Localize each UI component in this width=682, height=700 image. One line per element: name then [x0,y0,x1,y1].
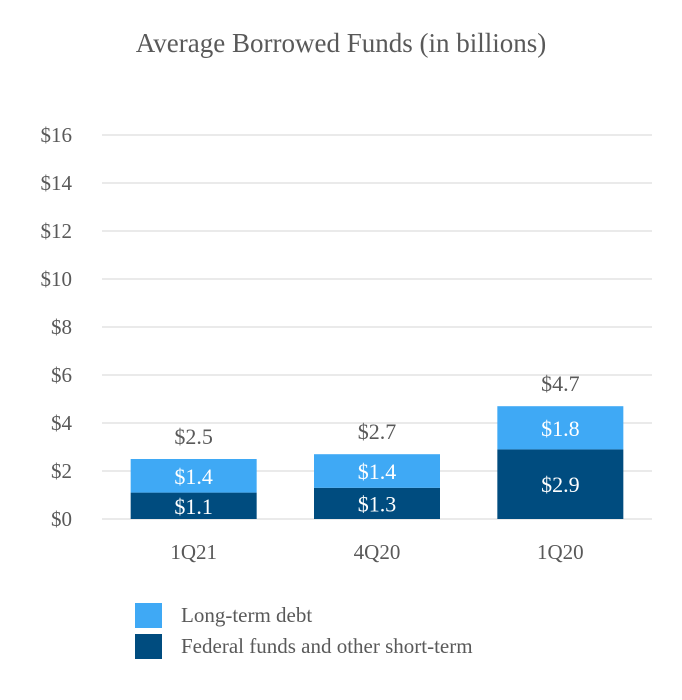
y-tick-label: $16 [41,123,73,147]
y-tick-label: $4 [51,411,73,435]
x-tick-label: 1Q20 [537,540,584,564]
segment-value-label: $1.1 [174,494,213,519]
legend: Long-term debt Federal funds and other s… [135,600,473,662]
legend-swatch-federal-funds [135,634,162,659]
segment-value-label: $2.9 [541,472,580,497]
y-tick-label: $14 [41,171,73,195]
bar-segment [130,459,257,493]
y-tick-label: $10 [41,267,73,291]
total-value-label: $2.5 [174,424,213,449]
segment-value-label: $1.8 [541,416,580,441]
bar-segment [314,487,440,519]
bar-segment [314,454,440,488]
legend-item-long-term-debt: Long-term debt [135,600,473,631]
plot-area: $0 $2 $4 $6 $8 $10 $12 $14 $16 $1.1 $1.4 $2.5 1Q21 $1… [41,123,652,564]
y-tick-label: $2 [51,459,72,483]
segment-value-label: $1.4 [358,459,397,484]
segment-value-label: $1.4 [174,464,213,489]
y-tick-label: $6 [51,363,72,387]
bar-segment [130,492,257,519]
y-tick-label: $0 [51,507,72,531]
legend-swatch-long-term-debt [135,603,162,628]
total-value-label: $4.7 [541,371,580,396]
x-tick-label: 1Q21 [170,540,217,564]
y-tick-label: $8 [51,315,72,339]
legend-label-long-term-debt: Long-term debt [181,603,313,627]
bar-segment [497,406,624,450]
legend-label-federal-funds: Federal funds and other short-term [181,634,473,658]
total-value-label: $2.7 [358,419,397,444]
segment-value-label: $1.3 [358,491,397,516]
chart-title: Average Borrowed Funds (in billions) [135,28,547,58]
y-tick-label: $12 [41,219,73,243]
bar-segment [497,449,624,519]
legend-item-federal-funds: Federal funds and other short-term [135,631,473,662]
x-tick-label: 4Q20 [354,540,401,564]
